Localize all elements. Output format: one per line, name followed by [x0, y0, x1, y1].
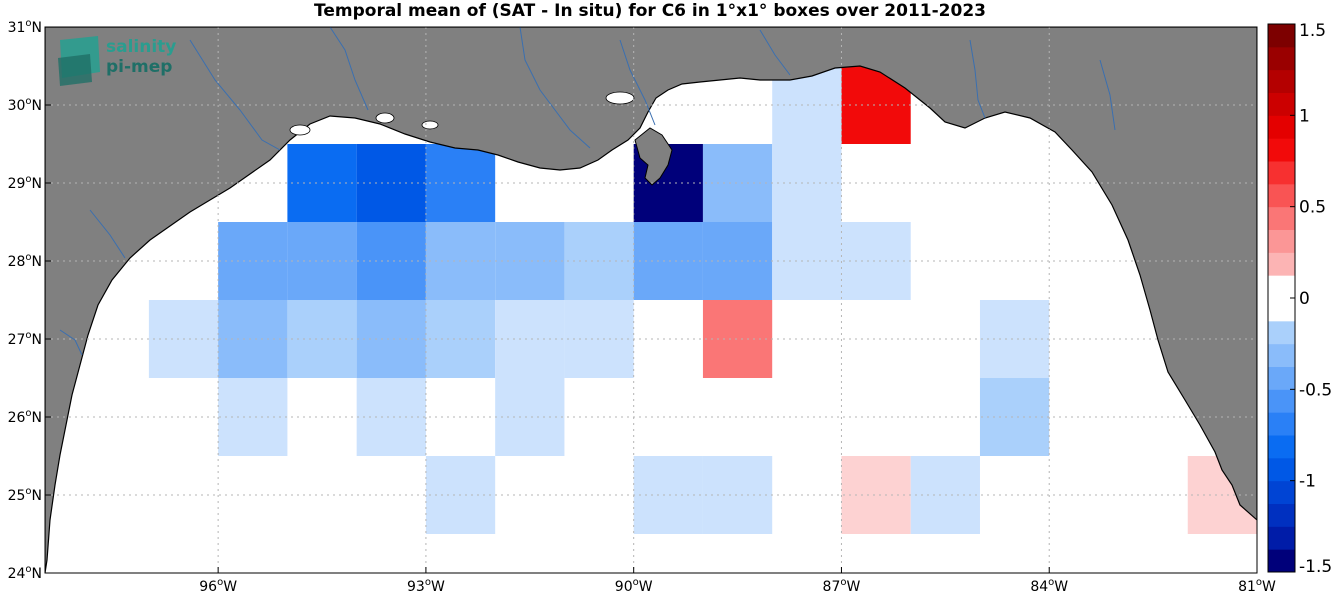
- lat-tick-label: 29oN: [8, 174, 42, 192]
- colorbar-segment: [1268, 252, 1295, 276]
- colorbar-segment: [1268, 229, 1295, 253]
- logo-text-line2: pi-mep: [106, 57, 172, 77]
- lat-tick-label: 28oN: [8, 252, 42, 270]
- colorbar-segment: [1268, 298, 1295, 322]
- data-box: [218, 300, 288, 378]
- colorbar-segment: [1268, 183, 1295, 208]
- data-box: [979, 378, 1050, 456]
- colorbar-segment: [1268, 46, 1295, 71]
- data-box: [218, 378, 288, 456]
- colorbar-tick-label: -0.5: [1299, 380, 1332, 400]
- mississippi-delta: [634, 127, 673, 186]
- map-title: Temporal mean of (SAT - In situ) for C6 …: [314, 1, 986, 21]
- longitude-axis: 96oW 93oW 90oW 87oW 84oW 81oW: [199, 567, 1276, 594]
- lat-tick-label: 31oN: [8, 18, 42, 36]
- data-box: [979, 300, 1050, 378]
- colorbar-segment: [1268, 457, 1295, 482]
- data-box: [495, 222, 565, 300]
- colorbar-tick-label: 0: [1299, 289, 1310, 309]
- data-box: [702, 456, 773, 534]
- data-box: [356, 144, 426, 222]
- colorbar-segment: [1268, 320, 1295, 345]
- data-box: [356, 222, 426, 300]
- colorbar-tick-label: -1: [1299, 472, 1316, 492]
- colorbar-segment: [1268, 435, 1295, 459]
- lat-tick-label: 30oN: [8, 96, 42, 114]
- colorbar-segment: [1268, 389, 1295, 413]
- data-box: [495, 300, 565, 378]
- coastal-lakes: [289, 91, 635, 136]
- data-box: [841, 456, 911, 534]
- colorbar-segment: [1268, 366, 1295, 390]
- latitude-axis: 24oN 25oN 26oN 27oN 28oN 29oN 30oN 31oN: [8, 18, 51, 582]
- data-box: [356, 300, 426, 378]
- colorbar-segment: [1268, 412, 1295, 436]
- lat-tick-label: 27oN: [8, 330, 42, 348]
- colorbar: [1268, 24, 1295, 573]
- data-box: [841, 222, 911, 300]
- colorbar-segment: [1268, 275, 1295, 299]
- colorbar-segment: [1268, 161, 1295, 185]
- data-box: [633, 222, 703, 300]
- colorbar-segment: [1268, 343, 1295, 367]
- colorbar-tick-label: 1: [1299, 106, 1310, 126]
- colorbar-segment: [1268, 24, 1295, 48]
- colorbar-segment: [1268, 138, 1295, 162]
- colorbar-segment: [1268, 480, 1295, 504]
- colorbar-segment: [1268, 526, 1295, 550]
- colorbar-segment: [1268, 92, 1295, 116]
- colorbar-ticks: 1.5 1 0.5 0 -0.5 -1 -1.5: [1290, 21, 1332, 577]
- colorbar-tick-label: 1.5: [1299, 21, 1326, 41]
- lat-tick-label: 24oN: [8, 564, 42, 582]
- data-box: [218, 222, 288, 300]
- colorbar-tick-label: 0.5: [1299, 198, 1326, 218]
- colorbar-segment: [1268, 115, 1295, 139]
- colorbar-segment: [1268, 69, 1295, 93]
- data-box: [356, 378, 426, 456]
- colorbar-segment: [1268, 503, 1295, 527]
- lon-tick-label: 93oW: [407, 577, 445, 594]
- lat-tick-label: 25oN: [8, 486, 42, 504]
- logo-mark-shadow: [58, 54, 92, 86]
- colorbar-segment: [1268, 206, 1295, 230]
- lon-tick-label: 81oW: [1238, 577, 1276, 594]
- lon-tick-label: 87oW: [823, 577, 861, 594]
- data-box: [495, 378, 565, 456]
- rivers: [59, 27, 1116, 356]
- lon-tick-label: 96oW: [199, 577, 237, 594]
- data-box: [633, 456, 703, 534]
- logo-text-line1: salinity: [106, 37, 176, 57]
- data-box: [702, 222, 773, 300]
- data-box: [702, 300, 773, 378]
- map-frame: [44, 26, 1258, 574]
- lon-tick-label: 90oW: [615, 577, 653, 594]
- data-box: [702, 144, 773, 222]
- lat-tick-label: 26oN: [8, 408, 42, 426]
- land-us-gulf-coast: [45, 27, 1257, 573]
- colorbar-segment: [1268, 549, 1295, 573]
- salinity-pi-mep-logo: salinity pi-mep: [58, 36, 176, 86]
- lon-tick-label: 84oW: [1030, 577, 1068, 594]
- colorbar-tick-label: -1.5: [1299, 557, 1332, 577]
